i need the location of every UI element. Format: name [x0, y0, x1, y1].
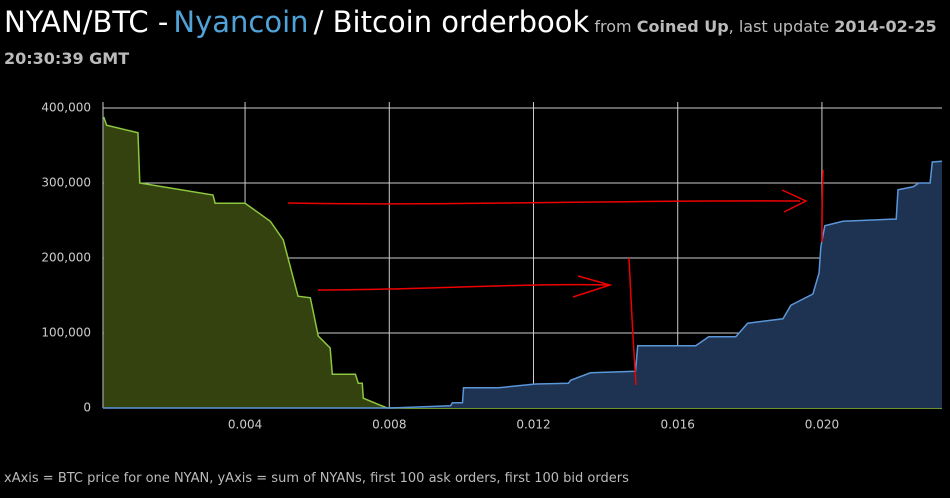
title-coin: Nyancoin — [173, 5, 309, 39]
title-update-date: 2014-02-25 — [834, 17, 937, 36]
y-tick-label: 200,000 — [41, 251, 91, 265]
title-from: from — [594, 17, 632, 36]
annotation-mark — [317, 283, 611, 291]
x-tick-label: 0.012 — [516, 418, 550, 432]
title-update-time: 20:30:39 GMT — [4, 49, 130, 68]
y-tick-label: 400,000 — [41, 101, 91, 115]
annotation-mark — [287, 200, 801, 205]
annotation-mark — [821, 169, 824, 243]
y-tick-label: 300,000 — [41, 176, 91, 190]
x-tick-label: 0.008 — [372, 418, 406, 432]
x-tick-label: 0.004 — [228, 418, 262, 432]
annotation-mark — [572, 275, 613, 298]
annotations — [287, 169, 824, 386]
chart-title: NYAN/BTC - Nyancoin / Bitcoin orderbook … — [4, 8, 937, 67]
depth-line — [103, 116, 942, 409]
footer-note: xAxis = BTC price for one NYAN, yAxis = … — [4, 471, 629, 486]
title-rest: / Bitcoin orderbook — [313, 5, 590, 39]
x-tick-label: 0.016 — [661, 418, 695, 432]
title-pair: NYAN/BTC - — [4, 5, 169, 39]
depth-line — [103, 160, 943, 409]
y-tick-label: 100,000 — [41, 326, 91, 340]
x-tick-label: 0.020 — [805, 418, 839, 432]
depth-area-fill — [103, 117, 943, 408]
annotation-mark — [781, 189, 808, 213]
title-update-label: , last update — [728, 17, 830, 36]
y-tick-label: 0 — [83, 401, 91, 415]
title-source: Coined Up — [636, 17, 729, 36]
annotation-mark — [628, 257, 637, 386]
depth-area-fill — [103, 161, 942, 408]
